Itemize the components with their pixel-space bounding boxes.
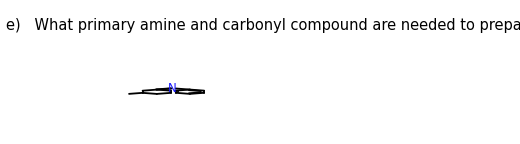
Text: e)   What primary amine and carbonyl compound are needed to prepare this imine?: e) What primary amine and carbonyl compo…	[6, 18, 520, 33]
Text: N: N	[167, 82, 176, 95]
